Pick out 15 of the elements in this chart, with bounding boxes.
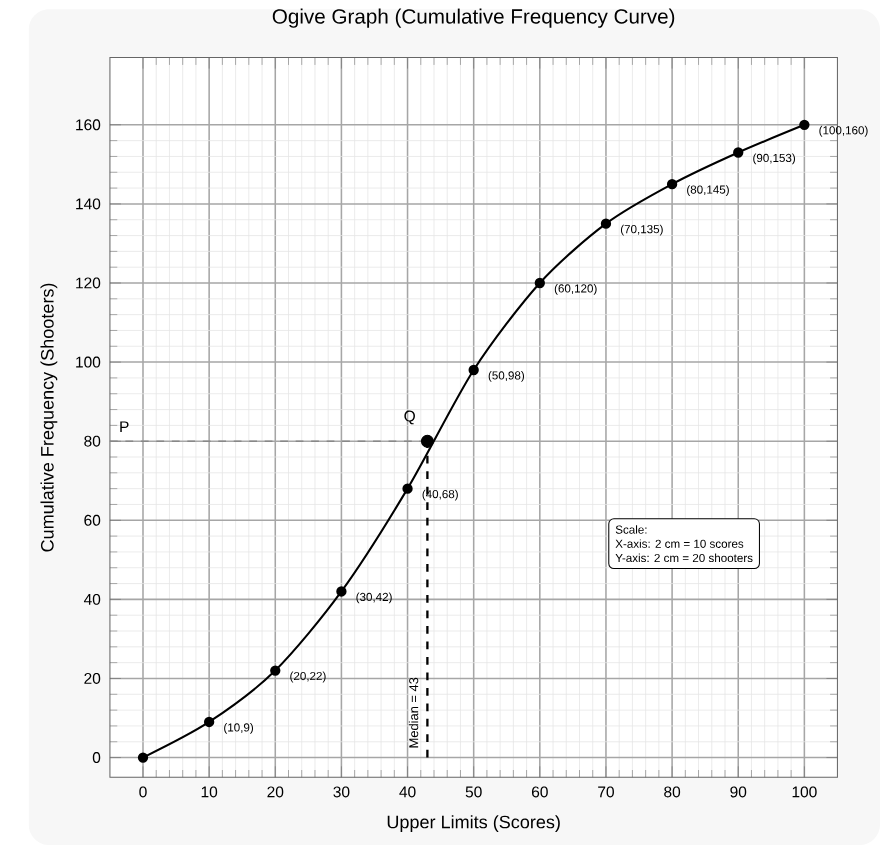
point bbox=[600, 218, 612, 230]
point bbox=[402, 483, 413, 495]
point bbox=[733, 147, 744, 159]
point bbox=[468, 365, 479, 376]
point bbox=[270, 665, 281, 677]
point bbox=[336, 586, 347, 598]
x-axis-title: Upper Limits (Scores) bbox=[387, 815, 560, 833]
y-axis-title: Cumulative Frequency (Shooters) bbox=[40, 284, 58, 552]
point bbox=[420, 435, 434, 449]
point bbox=[203, 717, 215, 728]
point bbox=[666, 179, 678, 190]
point bbox=[534, 278, 545, 289]
point bbox=[137, 752, 149, 764]
point bbox=[799, 120, 810, 131]
chart-title: Ogive Graph (Cumulative Frequency Curve) bbox=[272, 9, 675, 29]
